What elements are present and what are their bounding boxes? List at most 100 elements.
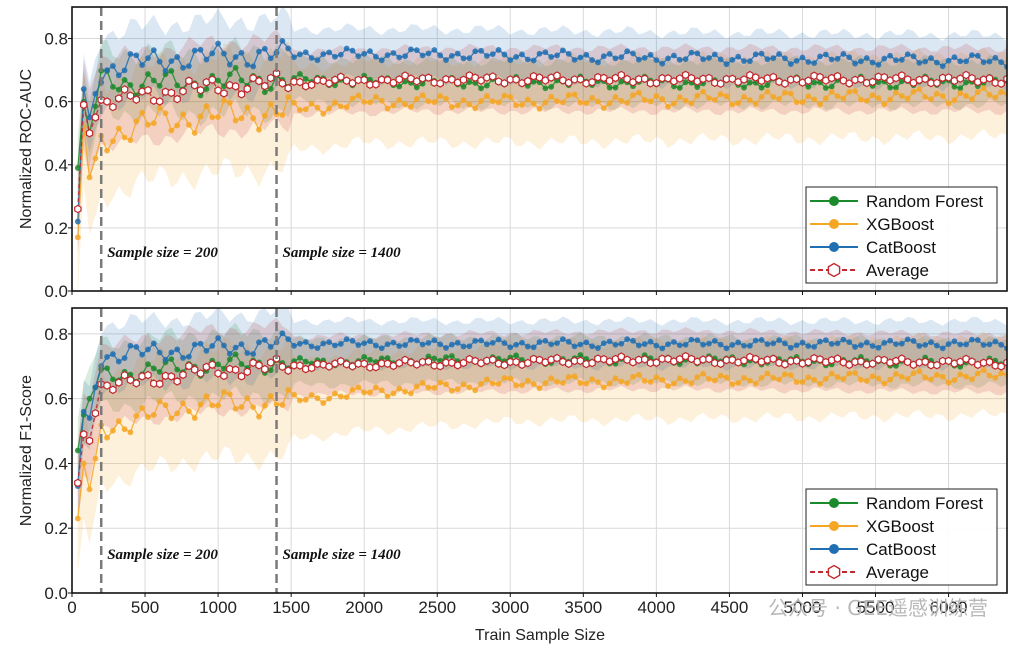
random-forest-point: [694, 84, 701, 90]
average-point: [471, 356, 479, 366]
catboost-point: [822, 337, 829, 344]
catboost-point: [501, 51, 508, 58]
y-tick-label: 0.8: [44, 325, 68, 344]
catboost-point: [343, 336, 350, 343]
average-point: [962, 354, 970, 364]
catboost-point: [764, 56, 771, 63]
catboost-point: [752, 51, 759, 58]
catboost-point: [957, 341, 964, 348]
catboost-point: [390, 339, 397, 346]
x-tick-label: 2000: [345, 598, 383, 617]
average-point: [74, 204, 82, 214]
catboost-point: [267, 55, 274, 62]
catboost-point: [612, 55, 619, 62]
xgboost-point: [314, 395, 321, 402]
catboost-point: [326, 339, 333, 346]
catboost-point: [261, 45, 268, 52]
catboost-point: [770, 340, 777, 347]
y-tick-label: 0.6: [44, 390, 68, 409]
xgboost-point: [74, 234, 81, 241]
catboost-point: [898, 340, 905, 347]
catboost-point: [928, 339, 934, 346]
xgboost-point: [174, 410, 181, 417]
catboost-point: [402, 53, 408, 60]
catboost-point: [244, 61, 251, 68]
xgboost-point: [396, 97, 403, 103]
random-forest-point: [817, 79, 823, 86]
catboost-point: [776, 51, 782, 57]
average-point: [214, 369, 222, 378]
xgboost-point: [758, 94, 765, 100]
catboost-point: [770, 55, 777, 62]
xgboost-point: [858, 96, 864, 103]
catboost-point: [139, 351, 146, 358]
average-point: [255, 76, 263, 86]
catboost-point: [80, 408, 87, 415]
random-forest-point: [887, 84, 894, 91]
xgboost-point: [384, 105, 391, 112]
average-point: [740, 356, 748, 365]
random-forest-point: [805, 83, 812, 90]
catboost-point: [746, 342, 753, 349]
average-point: [699, 74, 707, 84]
catboost-point: [554, 340, 560, 347]
xgboost-point: [460, 97, 467, 104]
catboost-point: [787, 344, 794, 351]
average-point: [167, 372, 176, 381]
xgboost-point: [776, 376, 782, 383]
catboost-point: [460, 55, 467, 62]
xgboost-point: [127, 429, 134, 436]
random-forest-point: [168, 68, 175, 74]
average-point: [319, 360, 327, 369]
catboost-point: [963, 341, 969, 348]
catboost-point: [495, 47, 502, 53]
random-forest-point: [74, 447, 81, 454]
average-point: [494, 77, 503, 86]
xgboost-point: [881, 101, 888, 108]
catboost-point: [267, 344, 274, 350]
legend-random-forest-label: Random Forest: [866, 494, 983, 513]
xgboost-point: [174, 122, 181, 129]
random-forest-point: [443, 354, 449, 361]
xgboost-point: [226, 99, 233, 106]
average-point: [728, 74, 737, 84]
xgboost-point: [904, 376, 911, 382]
average-point: [120, 85, 129, 94]
xgboost-point: [454, 102, 461, 109]
catboost-point: [875, 344, 882, 351]
xgboost-point: [641, 377, 648, 384]
xgboost-point: [858, 376, 864, 383]
xgboost-markers: [74, 85, 1007, 241]
catboost-point: [332, 53, 338, 60]
xgboost-point: [221, 97, 227, 104]
catboost-point: [139, 62, 146, 68]
average-point: [85, 436, 94, 446]
catboost-point: [974, 52, 981, 59]
catboost-point: [425, 50, 432, 57]
average-point: [652, 78, 661, 88]
catboost-point: [583, 339, 590, 346]
average-point: [179, 370, 187, 380]
catboost-point: [805, 59, 812, 65]
xgboost-point: [150, 120, 157, 127]
average-point: [746, 70, 754, 80]
average-point: [833, 354, 842, 363]
random-forest-point: [495, 355, 502, 362]
xgboost-point: [244, 104, 251, 111]
catboost-point: [209, 50, 216, 57]
catboost-point: [881, 55, 888, 62]
annotation-sample-size-200: Sample size = 200: [107, 547, 218, 563]
catboost-point: [589, 343, 595, 350]
x-tick-label: 4500: [711, 598, 749, 617]
xgboost-point: [635, 371, 642, 378]
random-forest-point: [951, 83, 958, 90]
average-point: [296, 77, 304, 87]
xgboost-point: [659, 376, 666, 383]
xgboost-point: [519, 101, 525, 108]
average-point: [459, 75, 468, 85]
average-point: [191, 365, 199, 374]
catboost-point: [226, 350, 233, 357]
xgboost-point: [542, 99, 549, 106]
average-point: [524, 76, 532, 86]
average-point: [342, 76, 351, 85]
